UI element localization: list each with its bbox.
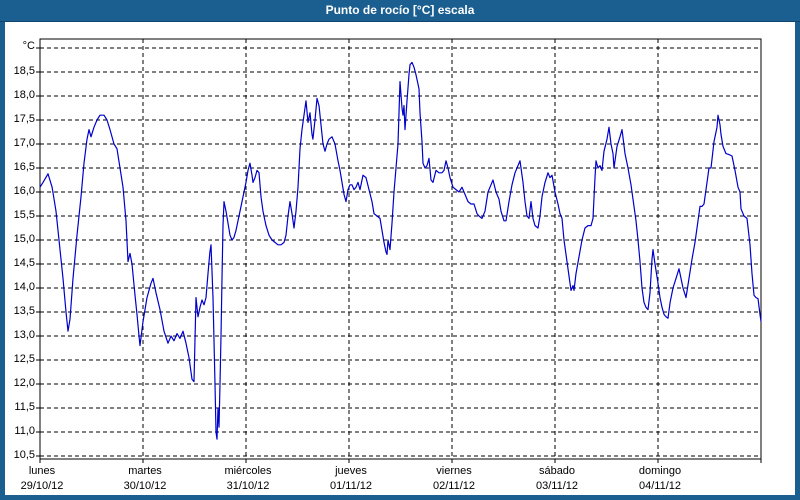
x-axis-date-label: 02/11/12 — [432, 480, 475, 492]
y-axis-tick-label: 16,5 — [13, 161, 35, 173]
y-axis-tick-label: 15,0 — [13, 233, 35, 245]
y-axis-tick-label: 17,5 — [13, 113, 35, 125]
x-axis-date-label: 31/10/12 — [226, 480, 270, 492]
window-title: Punto de rocío [°C] escala — [325, 3, 475, 17]
y-axis-tick-label: 12,0 — [13, 377, 35, 389]
x-axis-date-label: 29/10/12 — [20, 480, 64, 492]
x-axis-day-label: miércoles — [224, 465, 272, 477]
y-axis-tick-label: 18,0 — [13, 89, 35, 101]
y-axis-tick-label: 14,5 — [13, 257, 35, 269]
x-axis-date-label: 30/10/12 — [123, 480, 167, 492]
x-axis-day-label: martes — [128, 465, 162, 477]
x-axis-date-label: 04/11/12 — [638, 480, 681, 492]
x-axis-date-label: 03/11/12 — [535, 480, 578, 492]
y-axis-unit-label: °C — [22, 40, 35, 52]
dewpoint-line-series — [39, 61, 762, 440]
y-axis-tick-label: 11,5 — [14, 401, 35, 413]
y-axis-tick-label: 13,0 — [13, 329, 35, 341]
x-axis-day-label: sábado — [538, 465, 576, 477]
y-axis-tick-label: 17,0 — [13, 137, 35, 149]
x-axis-day-label: domingo — [638, 465, 682, 477]
y-axis-tick-label: 18,5 — [13, 65, 35, 77]
x-axis-day-label: viernes — [436, 465, 472, 477]
plot-border — [39, 38, 762, 460]
x-axis-day-label: lunes — [28, 465, 56, 477]
y-axis-tick-label: 12,5 — [13, 353, 35, 365]
x-axis-date-label: 01/11/12 — [329, 480, 372, 492]
y-axis-tick-label: 13,5 — [13, 305, 35, 317]
y-axis-tick-label: 16,0 — [13, 185, 35, 197]
y-axis-tick-label: 10,5 — [13, 449, 35, 461]
title-bar: Punto de rocío [°C] escala — [0, 0, 800, 22]
y-axis-tick-label: 14,0 — [13, 281, 35, 293]
y-axis-tick-label: 15,5 — [13, 209, 35, 221]
x-axis-day-label: jueves — [335, 465, 367, 477]
y-axis-tick-label: 11,0 — [14, 425, 35, 437]
chart-plot-area — [5, 22, 795, 495]
